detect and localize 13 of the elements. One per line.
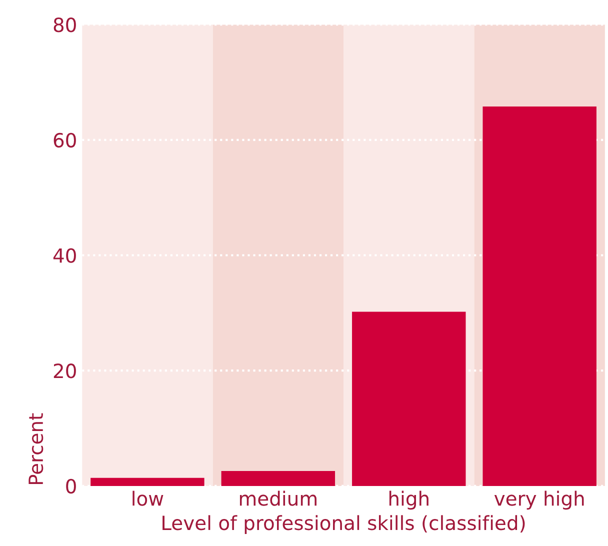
y-tick-label: 40: [53, 248, 76, 263]
x-axis-title: Level of professional skills (classified): [162, 515, 525, 534]
bar: [90, 478, 204, 486]
y-tick-label: 0: [66, 478, 76, 494]
x-tick-label: very high: [494, 490, 584, 510]
y-axis-title: Percent: [28, 413, 44, 484]
bar: [221, 470, 336, 486]
x-tick-label: low: [132, 490, 164, 506]
y-tick-label: 20: [54, 364, 76, 378]
y-tick-label: 80: [54, 18, 76, 32]
x-tick-label: medium: [240, 490, 316, 506]
x-tick-label: high: [389, 490, 428, 510]
y-tick-label: 60: [54, 132, 76, 148]
